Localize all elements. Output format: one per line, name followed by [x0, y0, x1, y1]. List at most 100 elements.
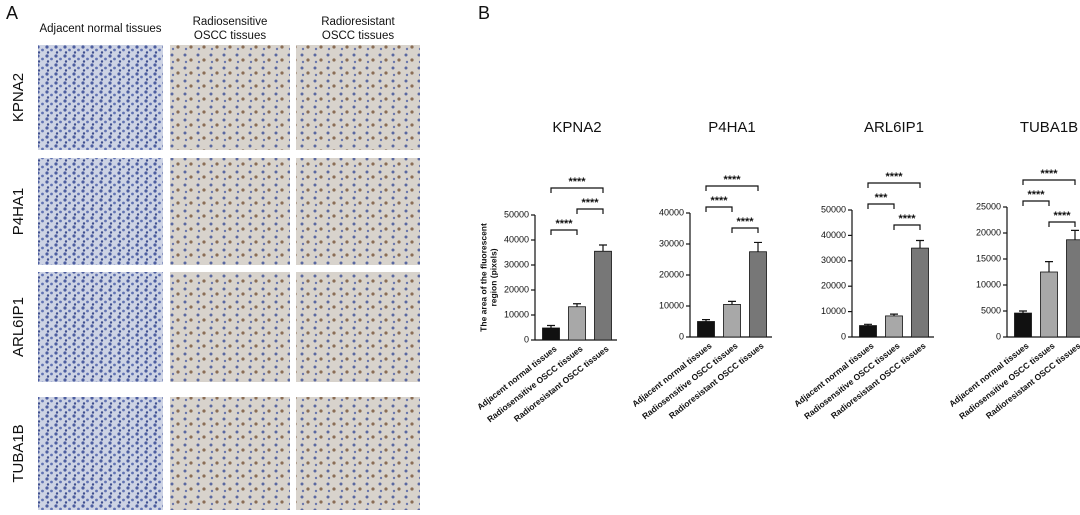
y-tick-label: 10000 — [659, 300, 684, 310]
bar — [885, 315, 903, 338]
chart-title: TUBA1B — [1020, 119, 1078, 136]
y-tick-label: 0 — [679, 331, 684, 341]
y-tick-label: 30000 — [821, 255, 846, 265]
bar — [697, 321, 715, 338]
significance-bracket — [867, 203, 895, 209]
error-bar — [1019, 310, 1027, 314]
bar — [1014, 312, 1032, 338]
micrograph — [296, 397, 420, 510]
significance-label: **** — [1040, 168, 1058, 180]
row-label: KPNA2 — [10, 73, 27, 122]
column-header: Radiosensitive — [193, 16, 268, 28]
y-axis-label: region (pixels) — [488, 248, 498, 306]
significance-bracket — [550, 187, 604, 193]
y-tick-label: 20000 — [659, 269, 684, 279]
significance-label: **** — [581, 197, 599, 209]
chart-title: KPNA2 — [552, 119, 601, 136]
bar — [723, 304, 741, 338]
micrograph — [296, 158, 420, 265]
micrograph — [296, 272, 420, 382]
y-tick-label: 40000 — [504, 234, 529, 244]
significance-label: **** — [555, 218, 573, 230]
error-bar — [754, 241, 762, 252]
micrograph — [170, 158, 290, 265]
y-tick-label: 10000 — [504, 309, 529, 319]
significance-bracket — [893, 224, 921, 230]
row-label: TUBA1B — [10, 424, 27, 482]
bar — [1066, 239, 1080, 338]
significance-label: **** — [568, 176, 586, 188]
significance-bracket — [1022, 200, 1050, 206]
error-bar — [547, 324, 555, 328]
significance-label: **** — [1027, 189, 1045, 201]
row-label: P4HA1 — [10, 188, 27, 236]
error-bar — [728, 300, 736, 305]
significance-bracket — [550, 229, 578, 235]
y-tick-label: 20000 — [821, 281, 846, 291]
error-bar — [702, 319, 710, 322]
bar — [594, 250, 612, 341]
significance-label: **** — [710, 195, 728, 207]
significance-bracket — [731, 227, 759, 233]
significance-bracket — [576, 208, 604, 214]
y-tick-label: 10000 — [821, 306, 846, 316]
bar — [911, 247, 929, 338]
micrograph — [38, 397, 163, 510]
column-header: Adjacent normal tissues — [39, 23, 161, 35]
significance-label: **** — [736, 216, 754, 228]
bar — [568, 306, 586, 341]
column-header: OSCC tissues — [322, 30, 394, 42]
y-tick-label: 0 — [524, 334, 529, 344]
y-tick-label: 30000 — [504, 259, 529, 269]
panel-label: A — [6, 3, 18, 23]
micrograph — [296, 45, 420, 150]
panel-label: B — [478, 3, 490, 23]
error-bar — [599, 244, 607, 252]
micrograph — [170, 272, 290, 382]
micrograph — [170, 397, 290, 510]
y-tick-label: 40000 — [821, 230, 846, 240]
chart-title: P4HA1 — [708, 119, 756, 136]
y-axis-label: The area of the fluorescent — [478, 223, 488, 332]
significance-label: **** — [1053, 210, 1071, 222]
error-bar — [890, 313, 898, 316]
y-tick-label: 15000 — [976, 253, 1001, 263]
y-tick-label: 0 — [996, 331, 1001, 341]
y-tick-label: 20000 — [976, 227, 1001, 237]
error-bar — [573, 303, 581, 307]
error-bar — [916, 239, 924, 249]
y-tick-label: 5000 — [981, 305, 1001, 315]
significance-bracket — [1048, 221, 1076, 227]
micrograph — [38, 158, 163, 265]
y-tick-label: 50000 — [504, 209, 529, 219]
y-tick-label: 10000 — [976, 279, 1001, 289]
micrograph — [38, 272, 163, 382]
column-header: OSCC tissues — [194, 30, 266, 42]
micrograph — [170, 45, 290, 150]
bar — [542, 327, 560, 341]
y-tick-label: 0 — [841, 331, 846, 341]
bar — [859, 325, 877, 338]
significance-label: **** — [898, 213, 916, 225]
significance-bracket — [705, 185, 759, 191]
micrograph — [38, 45, 163, 150]
error-bar — [1071, 229, 1079, 240]
significance-bracket — [705, 206, 733, 212]
y-tick-label: 40000 — [659, 207, 684, 217]
error-bar — [1045, 261, 1053, 272]
significance-label: **** — [723, 174, 741, 186]
y-tick-label: 25000 — [976, 201, 1001, 211]
y-tick-label: 20000 — [504, 284, 529, 294]
significance-bracket — [1022, 179, 1076, 185]
bar — [749, 251, 767, 338]
significance-label: *** — [875, 192, 889, 204]
y-tick-label: 50000 — [821, 204, 846, 214]
bar — [1040, 271, 1058, 338]
significance-label: **** — [885, 171, 903, 183]
column-header: Radioresistant — [321, 16, 395, 28]
y-tick-label: 30000 — [659, 238, 684, 248]
error-bar — [864, 323, 872, 326]
row-label: ARL6IP1 — [10, 297, 27, 357]
chart-title: ARL6IP1 — [864, 119, 924, 136]
